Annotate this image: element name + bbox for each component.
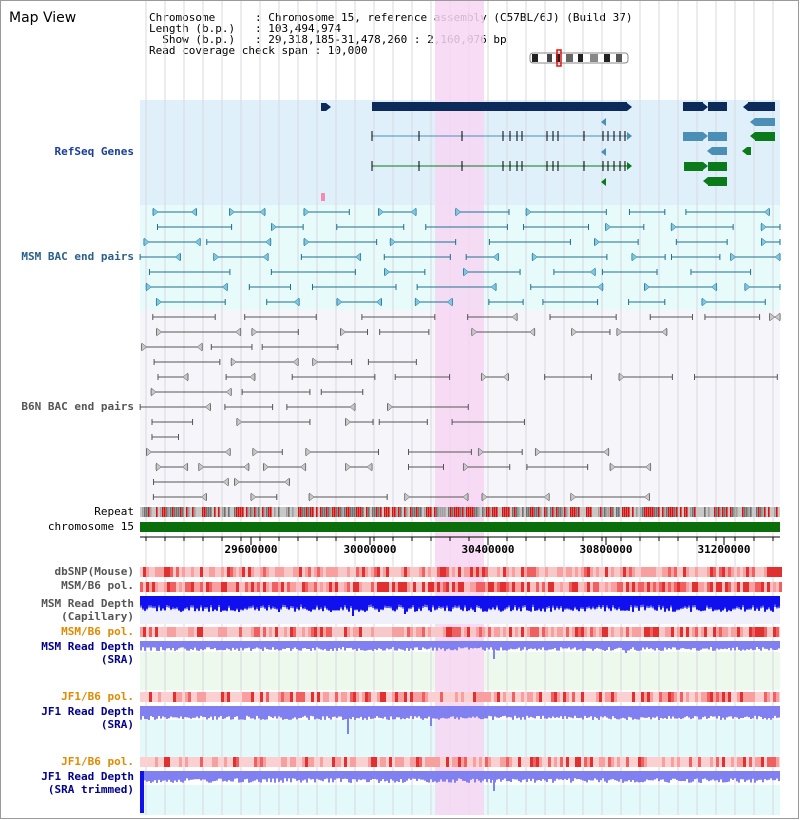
chromosome-ideogram xyxy=(529,49,629,67)
refseq-genes xyxy=(321,102,775,201)
gene-block xyxy=(712,147,727,155)
b6n-bac-pairs xyxy=(139,312,781,502)
ruler-tick-label: 30400000 xyxy=(462,543,515,556)
track-label-repeat: Repeat xyxy=(94,505,134,518)
track-label-jf1-depth-sra-sub: (SRA) xyxy=(100,718,134,731)
polymorphism-tracks xyxy=(140,567,782,767)
gene-block xyxy=(708,132,727,141)
ruler-tick-label: 29600000 xyxy=(225,543,278,556)
track-label-jf1-b6-pol-2[interactable]: JF1/B6 pol. xyxy=(61,755,134,768)
gene-block xyxy=(683,102,703,111)
ruler-tick-label: 30800000 xyxy=(580,543,633,556)
gene-block xyxy=(755,132,775,141)
track-label-jf1-depth-trim[interactable]: JF1 Read Depth xyxy=(41,770,134,783)
gene-block xyxy=(747,147,751,155)
gene-block xyxy=(321,193,325,201)
gene-block xyxy=(708,102,727,111)
track-label-msm-depth-cap-sub: (Capillary) xyxy=(61,610,134,623)
chromosome-bar xyxy=(140,522,780,532)
msm-bac-pairs xyxy=(139,207,781,307)
track-label-msm-b6-pol-2[interactable]: MSM/B6 pol. xyxy=(61,625,134,638)
gene-block xyxy=(708,177,727,186)
gene-block xyxy=(372,102,627,111)
track-label-b6n-bac[interactable]: B6N BAC end pairs xyxy=(21,400,134,413)
track-label-msm-bac[interactable]: MSM BAC end pairs xyxy=(21,250,134,263)
gene-block xyxy=(321,103,326,111)
track-label-msm-b6-pol-1[interactable]: MSM/B6 pol. xyxy=(61,579,134,592)
gene-block xyxy=(748,102,775,111)
repeat-track xyxy=(140,507,780,517)
page-title: Map View xyxy=(9,10,77,26)
track-label-chromosome: chromosome 15 xyxy=(47,520,134,533)
track-label-jf1-b6-pol-1[interactable]: JF1/B6 pol. xyxy=(61,690,134,703)
gene-block xyxy=(683,132,703,141)
track-label-jf1-depth-trim-sub: (SRA trimmed) xyxy=(47,783,134,796)
track-label-msm-depth-sra-sub: (SRA) xyxy=(100,653,134,666)
header-length: Length (b.p.) : 103,494,974 xyxy=(149,22,342,35)
track-label-refseq-genes[interactable]: RefSeq Genes xyxy=(54,145,134,158)
gene-block xyxy=(708,162,727,171)
track-label-jf1-depth-sra[interactable]: JF1 Read Depth xyxy=(41,705,134,718)
track-label-msm-depth-sra[interactable]: MSM Read Depth xyxy=(41,640,134,653)
track-label-msm-depth-cap[interactable]: MSM Read Depth xyxy=(41,597,134,610)
header-coverage-span: Read coverage check span : 10,000 xyxy=(149,44,368,57)
ruler: 29600000 30000000 30400000 30800000 31200000 xyxy=(140,536,780,556)
ruler-tick-label: 31200000 xyxy=(698,543,751,556)
gene-block xyxy=(684,162,703,171)
ruler-tick-label: 30000000 xyxy=(344,543,397,556)
read-depth-tracks xyxy=(140,596,780,813)
track-label-dbsnp[interactable]: dbSNP(Mouse) xyxy=(54,565,134,578)
gene-block xyxy=(755,118,775,126)
